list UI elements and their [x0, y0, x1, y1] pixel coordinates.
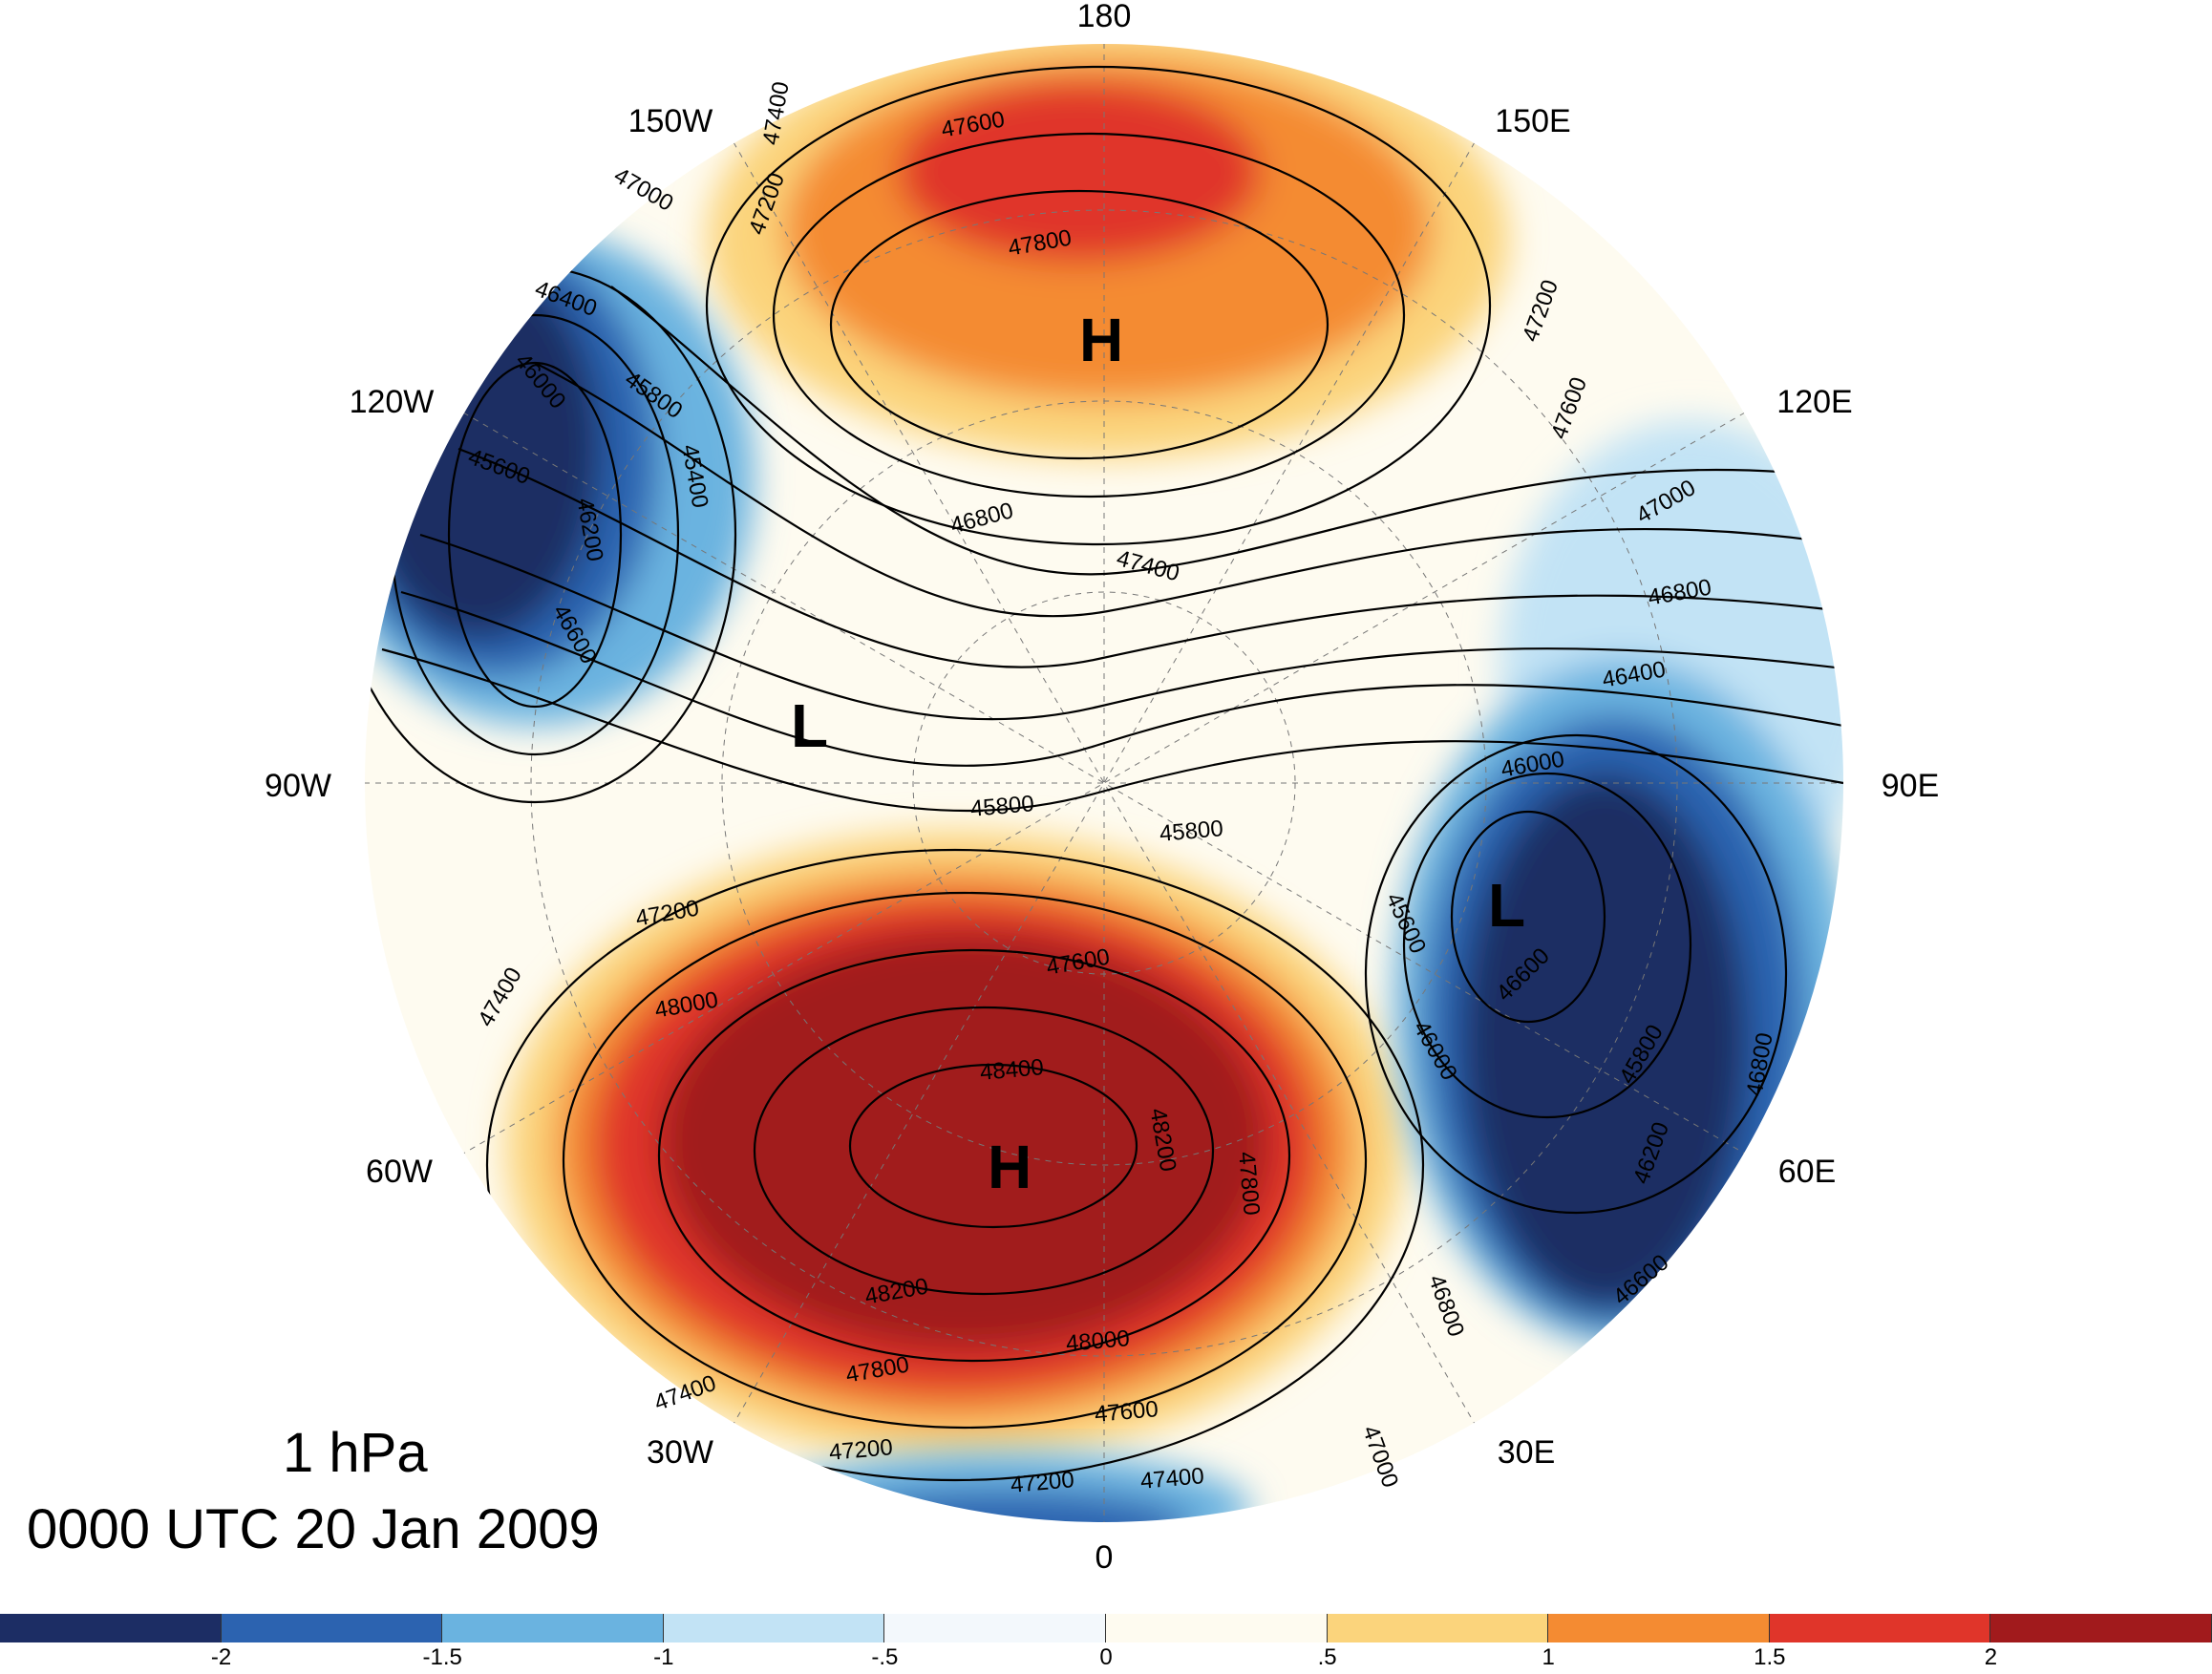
anomaly-blue-south — [812, 1490, 1194, 1523]
colorbar-bin-8 — [1769, 1614, 1991, 1642]
lon-label-150e: 150E — [1495, 103, 1570, 139]
lon-label-180: 180 — [1077, 0, 1132, 34]
colorbar-tick-label: 1 — [1542, 1644, 1555, 1670]
lon-label-90e: 90E — [1882, 768, 1940, 804]
contour-label: 47600 — [1094, 1396, 1159, 1428]
low-center-marker-east: L — [1488, 871, 1525, 940]
colorbar-tick-label: -2 — [210, 1644, 232, 1670]
anomaly-deep-blue-east — [1461, 773, 1748, 1308]
high-center-marker-north: H — [1079, 306, 1123, 374]
high-center-marker-south: H — [988, 1133, 1032, 1201]
colorbar-tick-label: 2 — [1984, 1644, 1998, 1670]
anomaly-red-top — [898, 81, 1261, 263]
contour-label: 45800 — [1159, 816, 1224, 847]
colorbar-tick-labels: -2 -1.5 -1 -.5 0 .5 1 1.5 2 — [0, 1642, 2212, 1674]
colorbar-bin-6 — [1327, 1614, 1549, 1642]
colorbar-bin-7 — [1548, 1614, 1770, 1642]
contour-label: 45800 — [969, 791, 1035, 822]
colorbar-tick-label: -.5 — [871, 1644, 899, 1670]
lon-label-60w: 60W — [366, 1154, 433, 1190]
valid-time-label: 0000 UTC 20 Jan 2009 — [27, 1498, 600, 1560]
lon-label-120w: 120W — [350, 384, 435, 420]
colorbar — [0, 1614, 2212, 1642]
contour-label: 48400 — [979, 1054, 1045, 1086]
colorbar-tick-label: -1 — [653, 1644, 674, 1670]
height-contours — [364, 65, 1844, 1482]
colorbar-tick-label: -1.5 — [422, 1644, 462, 1670]
colorbar-tick-label: 1.5 — [1754, 1644, 1786, 1670]
graticule — [364, 43, 1844, 1523]
pressure-level-label: 1 hPa — [283, 1422, 428, 1484]
lon-label-120e: 120E — [1776, 384, 1852, 420]
colorbar-bin-0 — [0, 1614, 222, 1642]
colorbar-bin-3 — [663, 1614, 885, 1642]
anomaly-dark-red-bottom — [659, 931, 1270, 1351]
map-boundary — [363, 42, 1845, 1524]
contour-label: 47200 — [828, 1434, 894, 1466]
lon-label-30w: 30W — [647, 1434, 713, 1471]
lon-label-0: 0 — [1095, 1539, 1114, 1576]
colorbar-bin-4 — [884, 1614, 1106, 1642]
colorbar-bin-5 — [1105, 1614, 1328, 1642]
colorbar-bin-9 — [1990, 1614, 2212, 1642]
lon-label-30e: 30E — [1498, 1434, 1556, 1471]
lon-label-150w: 150W — [628, 103, 713, 139]
colorbar-tick-label: 0 — [1099, 1644, 1113, 1670]
contour-label: 48000 — [1065, 1325, 1131, 1357]
contour-label: 47800 — [1233, 1151, 1265, 1217]
lon-label-90w: 90W — [265, 768, 331, 804]
low-center-marker-west: L — [791, 691, 828, 760]
lon-label-60e: 60E — [1778, 1154, 1837, 1190]
contour-label: 47200 — [1010, 1467, 1075, 1498]
colorbar-bin-2 — [442, 1614, 664, 1642]
colorbar-tick-label: .5 — [1317, 1644, 1337, 1670]
colorbar-bin-1 — [221, 1614, 443, 1642]
contour-label: 47400 — [1139, 1463, 1205, 1494]
polar-map: 47400 47600478004720047000464004580046000… — [265, 0, 1940, 1576]
